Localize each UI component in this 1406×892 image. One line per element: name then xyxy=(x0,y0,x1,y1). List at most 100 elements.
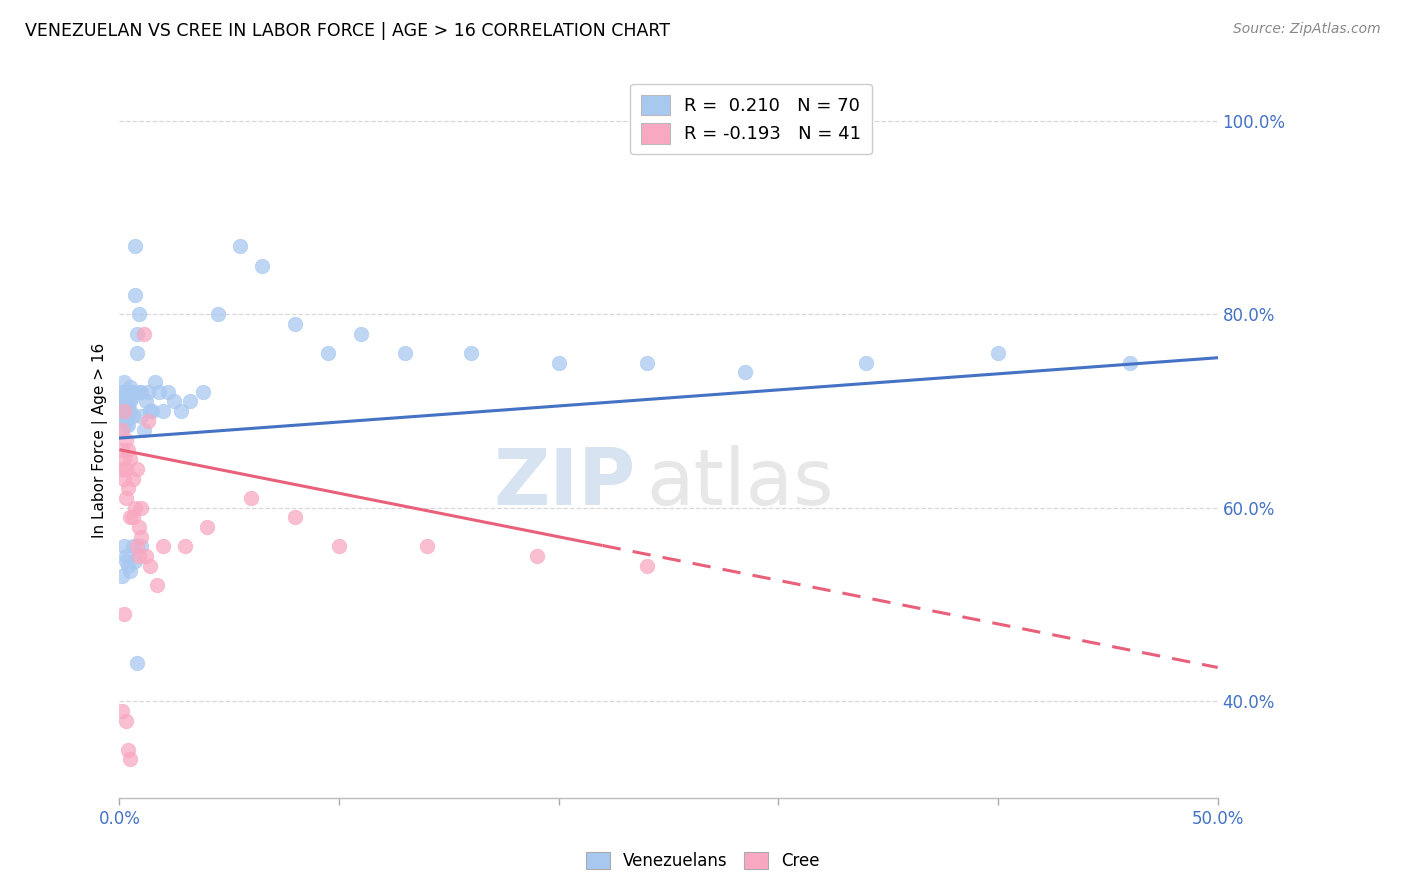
Point xyxy=(121,510,143,524)
Point xyxy=(124,554,146,568)
Point xyxy=(128,384,150,399)
Point xyxy=(135,394,157,409)
Point xyxy=(1119,355,1142,369)
Point xyxy=(143,375,166,389)
Point xyxy=(636,355,658,369)
Text: ZIP: ZIP xyxy=(494,445,636,521)
Point xyxy=(987,346,1010,360)
Point xyxy=(179,394,201,409)
Point xyxy=(112,540,135,554)
Point xyxy=(115,462,138,476)
Point xyxy=(139,404,162,418)
Point xyxy=(120,394,142,409)
Point xyxy=(112,404,135,418)
Point xyxy=(394,346,416,360)
Point xyxy=(195,520,218,534)
Point xyxy=(111,423,134,437)
Point xyxy=(112,389,135,403)
Point xyxy=(121,384,143,399)
Point xyxy=(117,384,139,399)
Point xyxy=(120,452,142,467)
Point xyxy=(128,549,150,564)
Point xyxy=(132,423,155,437)
Point xyxy=(156,384,179,399)
Y-axis label: In Labor Force | Age > 16: In Labor Force | Age > 16 xyxy=(93,343,108,538)
Point xyxy=(135,549,157,564)
Point xyxy=(121,389,143,403)
Point xyxy=(170,404,193,418)
Point xyxy=(112,404,135,418)
Point xyxy=(111,442,134,457)
Point xyxy=(115,394,138,409)
Point xyxy=(136,414,159,428)
Point xyxy=(250,259,273,273)
Point xyxy=(115,554,138,568)
Point xyxy=(350,326,373,341)
Point xyxy=(117,418,139,433)
Point xyxy=(124,288,146,302)
Point xyxy=(125,540,148,554)
Point xyxy=(111,394,134,409)
Point xyxy=(115,433,138,447)
Point xyxy=(115,418,138,433)
Point xyxy=(115,549,138,564)
Point xyxy=(111,704,134,718)
Point xyxy=(163,394,186,409)
Point xyxy=(416,540,439,554)
Point xyxy=(112,452,135,467)
Point xyxy=(125,326,148,341)
Point xyxy=(191,384,214,399)
Point xyxy=(115,404,138,418)
Point xyxy=(112,607,135,622)
Point xyxy=(152,540,174,554)
Point xyxy=(121,409,143,423)
Legend: Venezuelans, Cree: Venezuelans, Cree xyxy=(579,845,827,877)
Point xyxy=(112,472,135,486)
Point xyxy=(117,399,139,413)
Point xyxy=(112,375,135,389)
Point xyxy=(131,384,153,399)
Point xyxy=(284,510,307,524)
Point xyxy=(120,752,142,766)
Point xyxy=(125,656,148,670)
Point xyxy=(111,384,134,399)
Point xyxy=(316,346,339,360)
Point xyxy=(112,409,135,423)
Point xyxy=(121,472,143,486)
Point xyxy=(128,307,150,321)
Point xyxy=(117,409,139,423)
Point xyxy=(141,404,163,418)
Point xyxy=(112,399,135,413)
Point xyxy=(117,558,139,573)
Point xyxy=(734,365,756,379)
Point xyxy=(115,491,138,505)
Point xyxy=(117,743,139,757)
Point xyxy=(855,355,877,369)
Point xyxy=(111,462,134,476)
Point xyxy=(526,549,548,564)
Point xyxy=(124,500,146,515)
Point xyxy=(207,307,229,321)
Point xyxy=(136,384,159,399)
Point xyxy=(120,564,142,578)
Point xyxy=(121,540,143,554)
Point xyxy=(132,326,155,341)
Point xyxy=(128,520,150,534)
Text: atlas: atlas xyxy=(647,445,834,521)
Text: Source: ZipAtlas.com: Source: ZipAtlas.com xyxy=(1233,22,1381,37)
Point xyxy=(120,404,142,418)
Point xyxy=(146,578,169,592)
Point xyxy=(115,389,138,403)
Legend: R =  0.210   N = 70, R = -0.193   N = 41: R = 0.210 N = 70, R = -0.193 N = 41 xyxy=(630,84,872,154)
Point xyxy=(328,540,350,554)
Point xyxy=(240,491,263,505)
Text: VENEZUELAN VS CREE IN LABOR FORCE | AGE > 16 CORRELATION CHART: VENEZUELAN VS CREE IN LABOR FORCE | AGE … xyxy=(25,22,671,40)
Point xyxy=(112,414,135,428)
Point xyxy=(636,558,658,573)
Point xyxy=(229,239,252,253)
Point xyxy=(131,409,153,423)
Point xyxy=(284,317,307,331)
Point xyxy=(547,355,569,369)
Point xyxy=(152,404,174,418)
Point xyxy=(111,423,134,437)
